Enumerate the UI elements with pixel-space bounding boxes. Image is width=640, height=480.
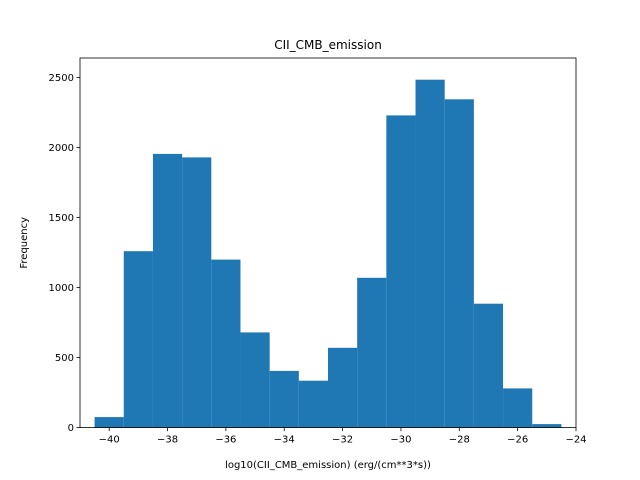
histogram-bar-10 <box>386 115 416 428</box>
y-axis-label: Frequency <box>19 217 30 269</box>
histogram-bar-11 <box>415 79 445 428</box>
x-tick-label: −36 <box>215 435 236 446</box>
histogram-bar-6 <box>269 370 299 428</box>
bars-group <box>94 79 562 428</box>
histogram-bar-13 <box>473 303 504 428</box>
x-tick-label: −26 <box>507 435 528 446</box>
x-tick-label: −32 <box>332 435 353 446</box>
x-axis-label: log10(CII_CMB_emission) (erg/(cm**3*s)) <box>225 460 431 471</box>
histogram-bar-12 <box>444 99 474 428</box>
histogram-bar-0 <box>94 417 124 428</box>
x-tick-label: −40 <box>99 435 120 446</box>
y-tick-label: 1000 <box>49 283 74 294</box>
x-axis-ticks: −40 −38 −36 −34 −32 −30 −28 −26 −24 <box>99 427 587 446</box>
histogram-bar-3 <box>182 157 212 428</box>
histogram-bar-9 <box>357 277 387 428</box>
histogram-bar-5 <box>240 332 270 428</box>
histogram-bar-7 <box>298 380 328 428</box>
y-axis-ticks: 0 500 1000 1500 2000 2500 <box>49 73 80 434</box>
histogram-bar-1 <box>123 251 153 428</box>
histogram-bar-14 <box>503 388 533 428</box>
histogram-bar-15 <box>532 424 562 428</box>
y-tick-label: 0 <box>68 423 74 434</box>
y-tick-label: 2000 <box>49 143 74 154</box>
x-tick-label: −28 <box>449 435 470 446</box>
y-tick-label: 500 <box>55 353 74 364</box>
x-tick-label: −34 <box>274 435 295 446</box>
plot-frame <box>79 57 577 429</box>
histogram-bar-4 <box>211 259 241 428</box>
histogram-bar-8 <box>328 347 358 428</box>
x-tick-label: −30 <box>390 435 411 446</box>
x-tick-label: −24 <box>565 435 586 446</box>
chart-title: CII_CMB_emission <box>274 38 382 52</box>
y-tick-label: 1500 <box>49 213 74 224</box>
histogram-bar-2 <box>152 153 183 428</box>
x-tick-label: −38 <box>157 435 178 446</box>
y-tick-label: 2500 <box>49 73 74 84</box>
